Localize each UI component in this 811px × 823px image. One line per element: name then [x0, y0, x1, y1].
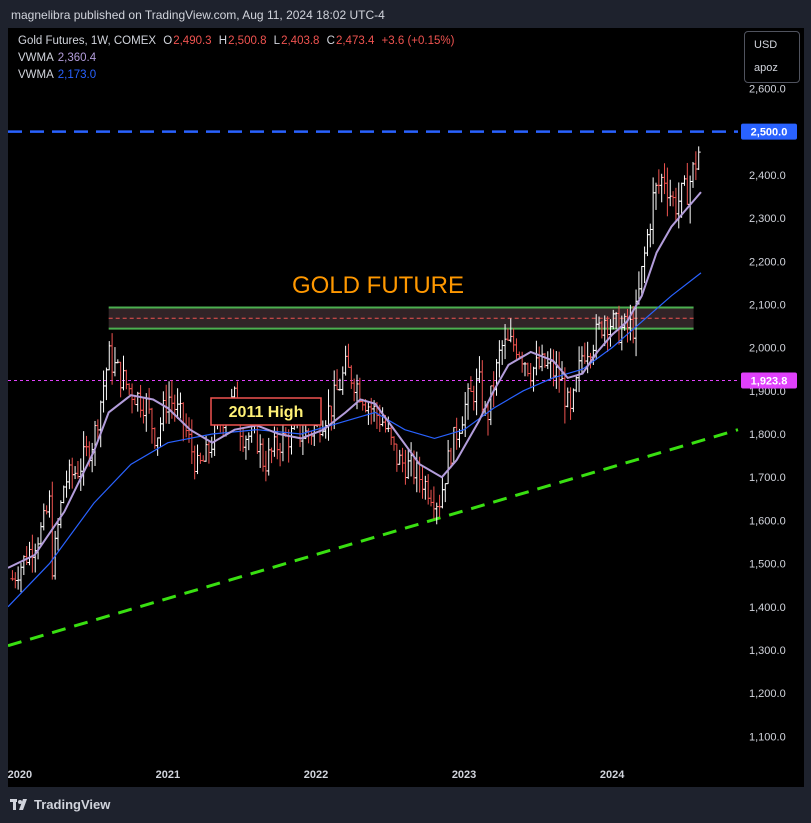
vwma-slow-line[interactable] — [8, 272, 702, 608]
y-tick-label: 1,400.0 — [749, 602, 786, 614]
open-label: O — [163, 35, 173, 47]
vwma-slow-legend: VWMA 2,173.0 — [18, 69, 100, 81]
change-value: +3.6 (+0.15%) — [381, 35, 455, 47]
vwma-slow-value: 2,173.0 — [57, 69, 97, 81]
x-tick-label: 2022 — [304, 769, 328, 781]
y-tick-label: 2,100.0 — [749, 299, 786, 311]
support-trendline[interactable] — [8, 428, 739, 648]
tradingview-icon — [10, 798, 27, 810]
vwma-slow-label: VWMA — [18, 69, 54, 81]
y-tick-label: 1,300.0 — [749, 645, 786, 657]
y-tick-label: 1,200.0 — [749, 688, 786, 700]
y-tick-label: 2,000.0 — [749, 343, 786, 355]
bottom-bar: TradingView — [0, 787, 811, 823]
published-caption: magnelibra published on TradingView.com,… — [11, 8, 385, 22]
ohlc-legend: Gold Futures, 1W, COMEX O2,490.3 H2,500.… — [18, 35, 458, 47]
top-bar: magnelibra published on TradingView.com,… — [0, 0, 811, 28]
resistance-price-badge — [741, 123, 797, 140]
logo-text: TradingView — [34, 797, 111, 812]
tradingview-logo[interactable]: TradingView — [10, 797, 110, 812]
open-value: 2,490.3 — [173, 35, 212, 47]
low-value: 2,403.8 — [281, 35, 320, 47]
low-label: L — [273, 35, 281, 47]
vwma-fast-label: VWMA — [18, 52, 54, 64]
y-tick-label: 1,600.0 — [749, 515, 786, 527]
x-tick-label: 2020 — [8, 769, 32, 781]
currency-unit-selector[interactable]: USD apoz — [744, 31, 800, 83]
x-tick-label: 2024 — [600, 769, 625, 781]
y-tick-label: 1,900.0 — [749, 386, 786, 398]
pink-level-price-badge — [741, 372, 797, 389]
y-tick-label: 1,500.0 — [749, 559, 786, 571]
2011-high-box[interactable] — [210, 397, 322, 426]
resistance-zone[interactable] — [108, 307, 694, 329]
pink-level-price-badge-label: 1,923.8 — [751, 376, 788, 388]
y-tick-label: 2,400.0 — [749, 170, 786, 182]
x-tick-label: 2023 — [452, 769, 476, 781]
y-tick-label: 1,100.0 — [749, 731, 786, 743]
close-label: C — [326, 35, 335, 47]
price-chart[interactable]: 1,100.0 1,200.0 1,300.0 1,400.0 1,500.0 1,600… — [8, 28, 804, 787]
symbol-name: Gold Futures, 1W, COMEX — [18, 35, 157, 47]
high-value: 2,500.8 — [228, 35, 267, 47]
2011-high-label: 2011 High — [229, 404, 304, 421]
vwma-fast-line[interactable] — [8, 191, 702, 569]
x-tick-label: 2021 — [156, 769, 180, 781]
y-tick-label: 2,200.0 — [749, 256, 786, 268]
vwma-fast-value: 2,360.4 — [57, 52, 97, 64]
high-label: H — [218, 35, 228, 47]
vwma-fast-legend: VWMA 2,360.4 — [18, 52, 100, 64]
chart-title-annotation[interactable]: GOLD FUTURE — [292, 272, 464, 299]
y-tick-label: 2,600.0 — [749, 83, 786, 95]
resistance-price-badge-label: 2,500.0 — [751, 127, 788, 139]
currency-code: USD — [754, 39, 778, 51]
price-unit: apoz — [754, 62, 778, 74]
close-value: 2,473.4 — [335, 35, 375, 47]
y-tick-label: 2,300.0 — [749, 213, 786, 225]
y-tick-label: 1,800.0 — [749, 429, 786, 441]
chart-frame[interactable]: 1,100.0 1,200.0 1,300.0 1,400.0 1,500.0 1,600… — [8, 28, 804, 787]
y-tick-label: 1,700.0 — [749, 472, 786, 484]
